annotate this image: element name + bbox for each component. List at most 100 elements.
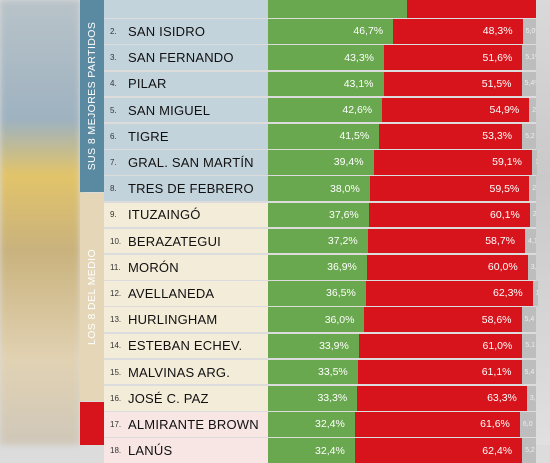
municipality-cell: 6. TIGRE (104, 124, 268, 149)
table-row: 16. JOSÉ C. PAZ 33,3%63,3%3,4 (104, 386, 536, 411)
municipality-cell: 9. ITUZAINGÓ (104, 202, 268, 228)
bar-red: 58,6% (364, 307, 522, 332)
group-label-best-8: SUS 8 MEJORES PARTIDOS (86, 21, 99, 171)
municipality-name: ITUZAINGÓ (128, 207, 201, 223)
rank-label: 17. (110, 419, 122, 429)
bar-other: 5,2 (522, 124, 536, 149)
municipality-name: MALVINAS ARG. (128, 364, 231, 380)
rank-label: 13. (110, 315, 122, 325)
bar-green (268, 0, 408, 18)
bar-red (407, 0, 536, 18)
table-row: 6. TIGRE 41,5% 53,3% 5,2 (104, 124, 536, 149)
table-row: 9. ITUZAINGÓ 37,6%60,1%2,3 (104, 202, 536, 228)
bar-red: 54,9% (382, 97, 530, 123)
bar-green: 32,4% (268, 412, 355, 437)
bar-other: 5,0% (522, 19, 536, 44)
bar-red: 61,1% (357, 359, 522, 385)
bar-other: 1,5 (531, 150, 537, 175)
municipality-name: ALMIRANTE BROWN (128, 416, 259, 432)
municipality-name: TIGRE (128, 128, 169, 144)
rank-label: 14. (110, 341, 122, 351)
bar-red: 59,5% (369, 176, 530, 201)
bar-other: 3,1 (527, 255, 536, 280)
bar-green: 38,0% (268, 176, 370, 201)
bar-green: 41,5% (268, 124, 380, 149)
municipality-name: ESTEBAN ECHEV. (128, 338, 243, 354)
municipality-cell: 12. AVELLANEDA (104, 281, 268, 306)
municipality-name: JOSÉ C. PAZ (128, 390, 209, 406)
municipality-name: PILAR (128, 76, 167, 92)
bar-green: 33,9% (268, 333, 359, 359)
bar-other: 5,1% (522, 45, 536, 70)
bar-red: 63,3% (357, 386, 527, 411)
bar-other: 5,4 (521, 307, 536, 332)
bar-green: 43,3% (268, 45, 385, 70)
municipality-name: MORÓN (128, 259, 179, 275)
table-row: 3. SAN FERNANDO 43,3%51,6%5,1% (104, 45, 536, 70)
municipality-cell: 3. SAN FERNANDO (104, 45, 268, 70)
bar-other: 5,4 (521, 359, 536, 385)
bar-red: 61,6% (354, 412, 520, 437)
bar-green: 42,6% (268, 97, 383, 123)
table-row (104, 0, 536, 18)
table-row: 17. ALMIRANTE BROWN 32,4% 61,6% 6,0 (104, 412, 536, 437)
municipality-cell: 2. SAN ISIDRO (104, 19, 268, 44)
rank-label: 18. (110, 446, 122, 456)
table-row: 18. LANÚS 32,4% 62,4% 5,2 (104, 438, 536, 463)
rank-label: 15. (110, 367, 122, 377)
table-row: 14. ESTEBAN ECHEV. 33,9% 61,0% 5,1 (104, 333, 536, 359)
municipality-name: AVELLANEDA (128, 285, 215, 301)
bar-green: 46,7% (268, 19, 394, 44)
rank-label: 5. (110, 105, 117, 115)
municipality-cell: 11. MORÓN (104, 255, 268, 280)
group-band-bottom (80, 402, 104, 445)
rank-label: 12. (110, 288, 122, 298)
bar-green: 37,6% (268, 202, 369, 228)
rank-label: 2. (110, 26, 117, 36)
bar-other: 3,4 (526, 386, 536, 411)
cropped-right-edge (536, 0, 550, 445)
table-row: 13. HURLINGHAM 36,0% 58,6% 5,4 (104, 307, 536, 332)
bar-red: 60,1% (368, 202, 530, 228)
municipality-name: LANÚS (128, 443, 173, 459)
bar-other: 1,2 (532, 281, 538, 306)
rank-label: 10. (110, 236, 122, 246)
bar-other: 2,3 (529, 202, 536, 228)
rank-label: 16. (110, 393, 122, 403)
table-row: 10. BERAZATEGUI 37,2% 58,7% 4,1 (104, 228, 536, 254)
municipality-name: HURLINGHAM (128, 312, 218, 328)
bar-other: 5,4% (521, 71, 536, 97)
municipality-cell: 14. ESTEBAN ECHEV. (104, 333, 268, 359)
municipality-cell: 16. JOSÉ C. PAZ (104, 386, 268, 411)
rank-label: 11. (110, 262, 121, 272)
bar-other: 2,5 (529, 97, 536, 123)
bar-red: 58,7% (367, 228, 525, 254)
table-row: 5. SAN MIGUEL 42,6%54,9%2,5 (104, 97, 536, 123)
municipality-name: GRAL. SAN MARTÍN (128, 154, 254, 170)
municipality-cell: 4. PILAR (104, 71, 268, 97)
bar-green: 32,4% (268, 438, 355, 463)
bar-red: 59,1% (373, 150, 532, 175)
bar-red: 48,3% (393, 19, 523, 44)
table-row: 2. SAN ISIDRO 46,7%48,3%5,0% (104, 19, 536, 44)
group-band-best-8: SUS 8 MEJORES PARTIDOS (80, 0, 104, 192)
table-row: 11. MORÓN 36,9%60,0%3,1 (104, 255, 536, 280)
bar-green: 36,0% (268, 307, 365, 332)
rank-label: 7. (110, 157, 117, 167)
bar-other: 5,1 (522, 333, 536, 359)
municipality-name: SAN MIGUEL (128, 102, 211, 118)
bar-green: 43,1% (268, 71, 384, 97)
bar-green: 36,9% (268, 255, 367, 280)
bar-green: 39,4% (268, 150, 374, 175)
table-row: 4. PILAR 43,1%51,5%5,4% (104, 71, 536, 97)
municipality-name: SAN FERNANDO (128, 50, 234, 66)
bar-red: 60,0% (366, 255, 528, 280)
municipality-cell: 13. HURLINGHAM (104, 307, 268, 332)
rank-label: 4. (110, 79, 117, 89)
table-row: 8. TRES DE FEBRERO 38,0%59,5%2,5 (104, 176, 536, 201)
bar-red: 51,6% (384, 45, 523, 70)
municipality-cell: 10. BERAZATEGUI (104, 228, 268, 254)
municipality-cell (104, 0, 268, 18)
blurred-left-background (0, 0, 80, 445)
municipality-name: TRES DE FEBRERO (128, 181, 254, 197)
